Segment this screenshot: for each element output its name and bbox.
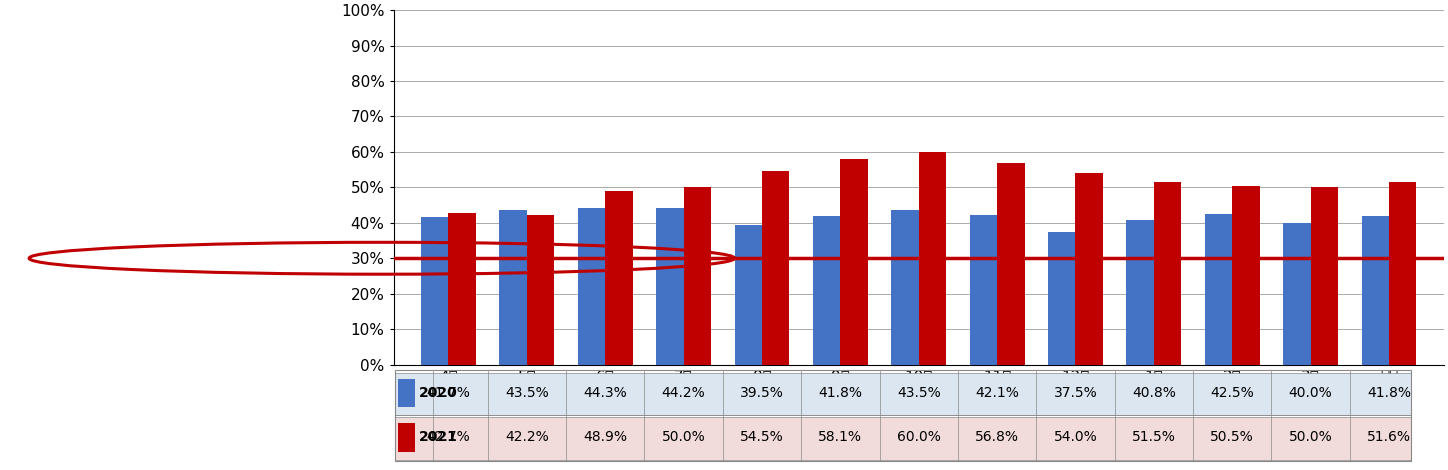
Bar	[998, 163, 1025, 365]
Bar	[500, 211, 527, 365]
Bar	[1154, 182, 1182, 365]
Text: 41.8%: 41.8%	[818, 386, 863, 400]
Text: 40.0%: 40.0%	[1289, 386, 1332, 400]
Text: 40.8%: 40.8%	[1132, 386, 1176, 400]
Text: 43.5%: 43.5%	[896, 386, 941, 400]
Text: 43.5%: 43.5%	[505, 386, 549, 400]
Bar	[605, 191, 633, 365]
Bar	[656, 208, 683, 365]
Text: 42.7%: 42.7%	[427, 431, 471, 445]
Bar	[970, 215, 998, 365]
Text: 51.5%: 51.5%	[1132, 431, 1176, 445]
Bar	[918, 152, 946, 365]
FancyBboxPatch shape	[395, 417, 1410, 460]
Bar	[734, 225, 762, 365]
Text: 2020: 2020	[418, 386, 458, 400]
Text: 42.5%: 42.5%	[1211, 386, 1254, 400]
Text: 37.5%: 37.5%	[1054, 386, 1098, 400]
Bar	[1232, 186, 1260, 365]
Text: 44.2%: 44.2%	[662, 386, 705, 400]
Text: 60.0%: 60.0%	[896, 431, 941, 445]
Bar	[421, 217, 449, 365]
Bar	[1205, 214, 1232, 365]
Bar	[1389, 182, 1416, 365]
Text: 39.5%: 39.5%	[740, 386, 783, 400]
Text: 41.7%: 41.7%	[427, 386, 471, 400]
FancyBboxPatch shape	[398, 423, 414, 452]
Bar	[578, 208, 605, 365]
Text: 56.8%: 56.8%	[975, 431, 1019, 445]
Text: 42.2%: 42.2%	[505, 431, 549, 445]
Bar	[762, 172, 789, 365]
Bar	[812, 216, 840, 365]
Bar	[527, 215, 555, 365]
Text: 54.5%: 54.5%	[740, 431, 783, 445]
Text: 58.1%: 58.1%	[818, 431, 863, 445]
Text: 48.9%: 48.9%	[584, 431, 627, 445]
Text: 41.8%: 41.8%	[1367, 386, 1410, 400]
Bar	[449, 213, 476, 365]
Bar	[1310, 188, 1338, 365]
Text: 54.0%: 54.0%	[1054, 431, 1098, 445]
FancyBboxPatch shape	[398, 379, 414, 407]
Bar	[1076, 173, 1103, 365]
Text: 44.3%: 44.3%	[584, 386, 627, 400]
Bar	[1127, 220, 1154, 365]
Text: 50.0%: 50.0%	[1289, 431, 1332, 445]
Text: 51.6%: 51.6%	[1367, 431, 1410, 445]
Bar	[892, 211, 918, 365]
Bar	[840, 159, 867, 365]
Bar	[1048, 232, 1076, 365]
Bar	[1361, 216, 1389, 365]
Bar	[1283, 223, 1310, 365]
Text: 42.1%: 42.1%	[975, 386, 1019, 400]
Text: 50.5%: 50.5%	[1211, 431, 1254, 445]
Text: 50.0%: 50.0%	[662, 431, 705, 445]
Bar	[683, 188, 711, 365]
FancyBboxPatch shape	[395, 373, 1410, 415]
Text: 2021: 2021	[418, 431, 458, 445]
